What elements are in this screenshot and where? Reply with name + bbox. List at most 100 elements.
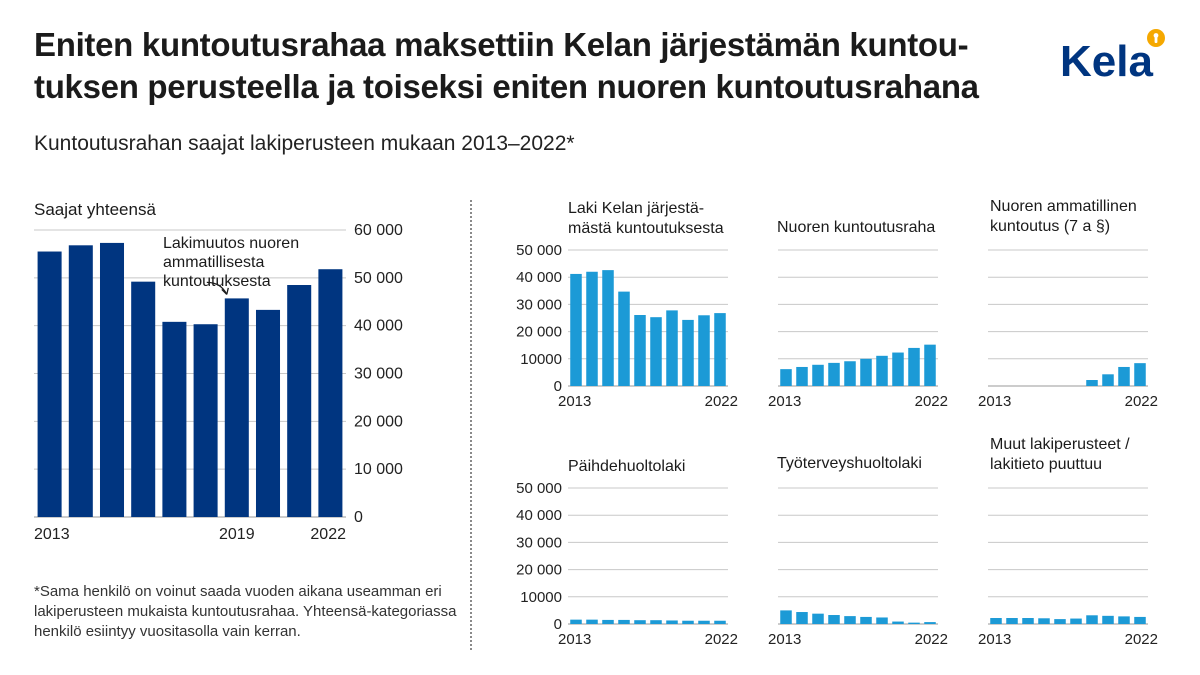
panel-title: Saajat yhteensä [34,200,156,219]
bar-2018 [193,324,218,517]
panel-title: Työterveyshuoltolaki [777,455,922,472]
bar-2017 [634,620,646,624]
y-tick-label: 10000 [520,589,562,606]
bar-2013 [780,369,792,386]
x-tick-label: 2013 [768,631,801,648]
bar-2022 [924,622,936,624]
y-tick-label: 0 [554,378,562,395]
chart-title: Eniten kuntoutusrahaa maksettiin Kelan j… [34,24,994,108]
bar-2014 [68,245,93,517]
annotation-text: Lakimuutos nuoren [163,235,299,252]
x-tick-label: 2013 [768,393,801,410]
bar-2017 [844,361,856,386]
bar-2019 [1086,615,1098,624]
bar-2022 [714,313,726,386]
panel-title: Laki Kelan järjestä- [568,200,704,217]
y-tick-label: 40 000 [516,269,562,286]
y-tick-label: 50 000 [354,270,403,287]
y-tick-label: 10000 [520,351,562,368]
x-tick-label: 2013 [34,526,70,543]
panel-divider [470,200,472,650]
bar-2021 [1118,366,1130,386]
y-tick-label: 0 [554,616,562,633]
chart-title-line-1: Eniten kuntoutusrahaa maksettiin Kelan j… [34,26,969,63]
y-tick-label: 40 000 [516,507,562,524]
bar-2020 [682,620,694,624]
bar-2017 [634,315,646,386]
y-tick-label: 10 000 [354,461,403,478]
bar-2019 [666,310,678,386]
bar-2014 [1006,618,1018,624]
bar-2015 [99,242,125,518]
bar-2021 [698,620,710,624]
bar-2016 [131,281,156,517]
x-tick-label: 2013 [978,631,1011,648]
panel-title: kuntoutus (7 a §) [990,218,1110,235]
bar-2015 [812,364,824,386]
y-tick-label: 20 000 [354,413,403,430]
bar-2021 [908,347,920,386]
bar-2020 [1102,615,1114,624]
bar-2016 [618,291,630,386]
y-tick-label: 30 000 [516,296,562,313]
chart-muut: 2013 2022 Muut lakiperusteet / lakitieto pu… [978,436,1158,648]
bar-2016 [828,615,840,624]
chart-subtitle: Kuntoutusrahan saajat lakiperusteen muka… [34,132,575,155]
bar-2013 [780,610,792,624]
bar-2019 [1086,380,1098,386]
bar-2019 [876,617,888,624]
bar-2014 [796,366,808,386]
bar-2020 [682,319,694,386]
bar-2022 [1134,363,1146,386]
bar-2020 [255,309,281,517]
footnote: *Sama henkilö on voinut saada vuoden aik… [34,583,457,640]
bar-2018 [860,616,872,624]
x-tick-label: 2022 [1125,631,1158,648]
bar-2015 [1022,618,1034,624]
x-tick-label: 2022 [915,631,948,648]
y-tick-label: 50 000 [516,480,562,497]
bar-2020 [892,621,904,624]
bar-2022 [318,269,343,517]
bar-2019 [666,620,678,624]
bar-2016 [618,619,630,624]
x-tick-label: 2019 [219,526,255,543]
kela-logo-icon [1147,29,1165,47]
y-tick-label: 50 000 [516,242,562,259]
bar-2016 [828,362,840,386]
bar-2015 [812,613,824,624]
bar-2015 [602,270,614,386]
bar-2021 [1118,616,1130,624]
bar-2014 [586,271,598,386]
x-tick-label: 2022 [915,393,948,410]
bar-2013 [37,251,62,517]
x-tick-label: 2022 [705,393,738,410]
bar-2022 [714,620,726,624]
bar-2018 [860,358,872,386]
x-tick-label: 2022 [705,631,738,648]
y-tick-label: 30 000 [354,366,403,383]
chart-nuoren-amm: 2013 2022 Nuoren ammatillinen kuntoutus (7 … [978,198,1158,410]
y-tick-label: 30 000 [516,534,562,551]
kela-logo-text: Kela [1060,37,1153,84]
bar-2017 [1054,619,1066,624]
bar-2018 [1070,618,1082,624]
chart-title-line-2: tuksen perusteella ja toiseksi eniten nu… [34,68,979,105]
panel-title: Päihdehuoltolaki [568,458,685,475]
chart-total: 0 10 000 20 000 30 000 40 000 50 000 60 000 201… [34,200,403,543]
bar-2016 [1038,618,1050,624]
y-tick-label: 20 000 [516,324,562,341]
x-tick-label: 2022 [310,526,346,543]
bar-2018 [650,620,662,624]
bar-2013 [570,619,582,624]
bar-2017 [162,321,187,517]
bar-2019 [224,298,249,517]
bar-2022 [924,344,936,386]
bar-2014 [586,619,598,624]
bar-2020 [892,352,904,386]
bar-2014 [796,612,808,624]
bar-2022 [1134,616,1146,624]
x-tick-label: 2013 [558,631,591,648]
bar-2017 [844,616,856,624]
